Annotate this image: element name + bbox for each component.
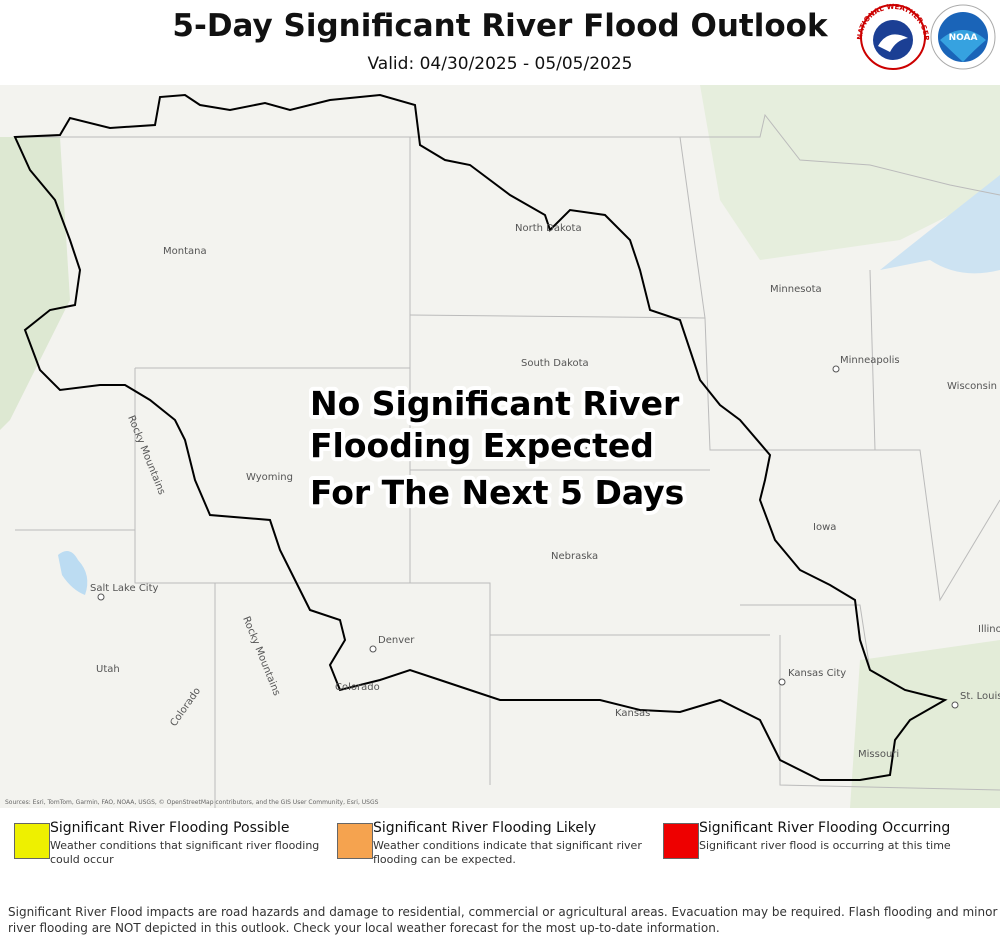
region-label: Great Plains [577, 444, 637, 455]
valid-dates: Valid: 04/30/2025 - 05/05/2025 [367, 54, 633, 74]
message-line: For The Next 5 Days [310, 473, 684, 512]
border [134, 368, 491, 785]
legend-title: Significant River Flooding Occurring [699, 820, 951, 836]
legend-swatch [337, 823, 373, 859]
state-label: Missouri [858, 749, 899, 760]
state-borders [15, 113, 1000, 808]
state-label: Nebraska [551, 551, 598, 562]
border [409, 314, 706, 319]
city-label: Kansas City [788, 668, 846, 679]
city-label: St. Louis [960, 691, 1000, 702]
city-label: Salt Lake City [90, 583, 159, 594]
state-label: Minnesota [770, 284, 822, 295]
state-label: South Dakota [521, 358, 589, 369]
great-salt-lake [58, 551, 88, 595]
forest [700, 85, 1000, 260]
border [869, 269, 876, 451]
state-label: Wisconsin [947, 381, 997, 392]
terrain [0, 137, 70, 430]
sources: Sources: Esri, TomTom, Garmin, FAO, NOAA… [5, 799, 379, 806]
border [15, 113, 1000, 196]
logos: NATIONAL WEATHER SERVICE NOAA [850, 0, 996, 70]
state-label: Iowa [813, 522, 836, 533]
legend-title: Significant River Flooding Likely [373, 820, 597, 836]
state-label: Wyoming [246, 472, 293, 483]
message-line: Flooding Expected [310, 426, 654, 465]
border [779, 635, 1000, 791]
state-label: North Dakota [515, 223, 582, 234]
city-label: Denver [378, 635, 415, 646]
legend-description: Weather conditions that significant rive… [50, 839, 320, 866]
map: Montana North Dakota South Dakota Minnes… [0, 85, 1000, 808]
city-dot [832, 365, 840, 373]
legend-description: Significant river flood is occurring at … [699, 839, 951, 852]
state-label: Illinois [978, 624, 1000, 635]
message-line: No Significant River [310, 384, 680, 423]
legend-swatch [663, 823, 699, 859]
city-dot [778, 678, 786, 686]
city-dot [369, 645, 377, 653]
title: 5-Day Significant River Flood Outlook [172, 8, 828, 44]
legend-title: Significant River Flooding Possible [50, 820, 290, 836]
footer-note: Significant River Flood impacts are road… [8, 905, 998, 935]
lake-superior [880, 175, 1000, 274]
state-label: Montana [163, 246, 207, 257]
legend-swatch [14, 823, 50, 859]
city-dot [97, 593, 105, 601]
state-label: Colorado [335, 682, 380, 693]
forest [850, 640, 1000, 808]
missouri-basin-outline [13, 93, 948, 781]
noaa-logo-wave [940, 30, 986, 62]
border [679, 136, 1000, 602]
state-label: Utah [96, 664, 120, 675]
nws-logo-cloud [878, 34, 908, 52]
cities [97, 365, 959, 709]
border [740, 604, 871, 671]
state-label: Kansas [615, 708, 650, 719]
legend-description: Weather conditions indicate that signifi… [373, 839, 642, 866]
noaa-logo-text: NOAA [949, 33, 978, 43]
city-dot [951, 701, 959, 709]
city-label: Minneapolis [840, 355, 900, 366]
